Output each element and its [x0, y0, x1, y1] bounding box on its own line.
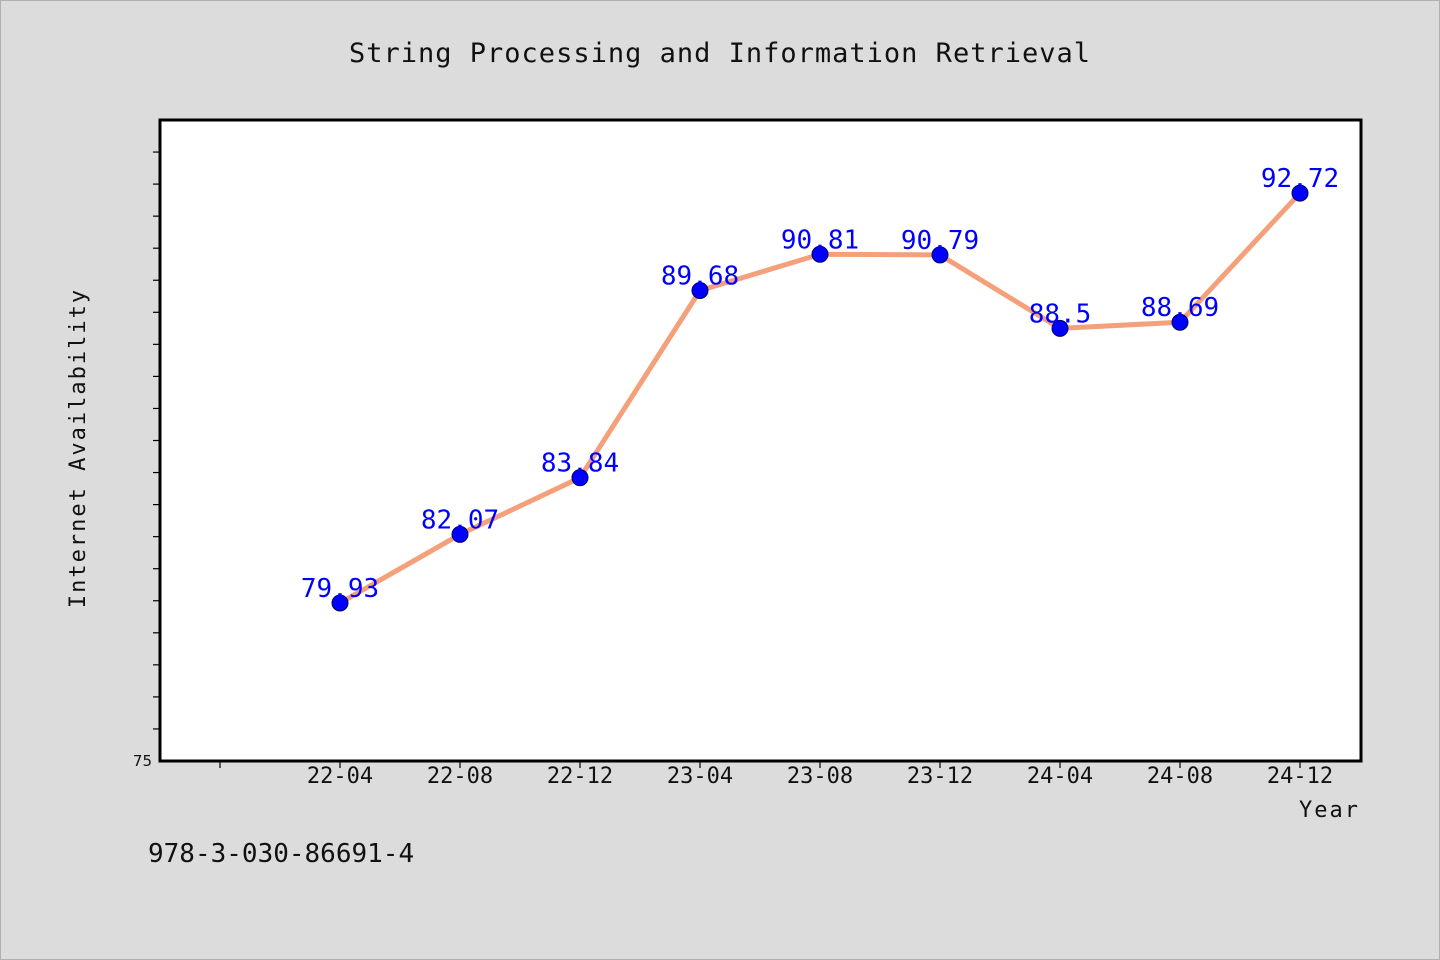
footnote-isbn: 978-3-030-86691-4: [148, 839, 414, 869]
chart-title: String Processing and Information Retrie…: [349, 38, 1091, 69]
data-point-marker: [571, 469, 589, 487]
data-label: 88.5: [1029, 299, 1092, 329]
x-tick-label: 22-08: [427, 764, 493, 789]
data-label: 82.07: [421, 505, 499, 535]
y-tick-label: 75: [133, 752, 152, 770]
data-point-marker: [931, 246, 949, 264]
x-axis-ticks: 22-04 22-08 22-12 23-04 23-08 23-12 24-04 24-08…: [219, 761, 1333, 789]
data-label: 89.68: [661, 262, 739, 292]
y-axis-ticks: [153, 151, 160, 730]
plot-area: [158, 118, 1363, 763]
data-label: 90.79: [901, 226, 979, 256]
data-point-marker: [811, 245, 829, 263]
x-tick-label: 24-08: [1147, 764, 1213, 789]
x-tick-label: 23-04: [667, 764, 733, 789]
data-point-marker: [1051, 319, 1069, 337]
data-point-marker: [691, 282, 709, 300]
x-tick-label: 24-12: [1267, 764, 1333, 789]
data-label: 83.84: [541, 449, 619, 479]
x-tick-label: 22-04: [307, 764, 373, 789]
x-tick-label: 23-08: [787, 764, 853, 789]
x-tick-label: 24-04: [1027, 764, 1093, 789]
data-label: 79.93: [301, 574, 379, 604]
data-label: 88.69: [1141, 293, 1219, 323]
x-axis-label: Year: [1299, 798, 1360, 823]
series-layer: 79.93 82.07 83.84 89.68 90.81 90.79 88.5 88.69 9…: [301, 164, 1339, 612]
data-point-marker: [1171, 313, 1189, 331]
data-point-marker: [1291, 184, 1309, 202]
x-tick-label: 23-12: [907, 764, 973, 789]
y-axis-label: Internet Availability: [66, 288, 91, 608]
data-point-marker: [451, 525, 469, 543]
x-tick-label: 22-12: [547, 764, 613, 789]
data-point-marker: [331, 594, 349, 612]
data-label: 92.72: [1261, 164, 1339, 194]
data-label: 90.81: [781, 225, 859, 255]
